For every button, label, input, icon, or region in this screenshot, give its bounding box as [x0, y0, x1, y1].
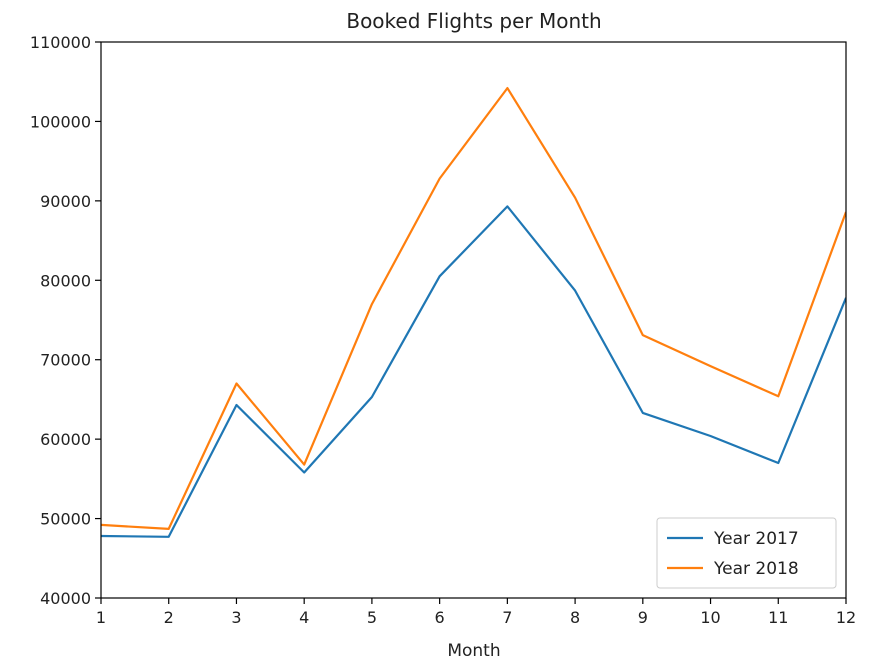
chart-title: Booked Flights per Month — [346, 9, 601, 33]
legend-box — [656, 517, 837, 589]
x-tick-label: 5 — [367, 608, 377, 627]
x-tick-label: 12 — [836, 608, 856, 627]
x-tick-label: 3 — [231, 608, 241, 627]
y-tick-label: 90000 — [40, 192, 91, 211]
y-tick-label: 70000 — [40, 351, 91, 370]
plot-frame — [100, 41, 847, 599]
legend-label-1: Year 2017 — [713, 529, 799, 549]
series-line-2 — [101, 86, 846, 531]
x-axis-title: Month — [447, 641, 500, 661]
series-line-1 — [101, 205, 846, 538]
x-tick-label: 9 — [638, 608, 648, 627]
legend: Year 2017 Year 2018 — [656, 517, 837, 589]
x-tick-label: 4 — [299, 608, 309, 627]
legend-label-2: Year 2018 — [713, 559, 799, 579]
y-tick-label: 80000 — [40, 271, 91, 290]
y-axis: 40000 50000 60000 70000 80000 90000 100000 1100… — [30, 33, 101, 608]
x-tick-label: 10 — [700, 608, 720, 627]
y-tick-label: 60000 — [40, 430, 91, 449]
x-axis: 1 2 3 4 5 6 7 8 9 10 11 12 — [96, 598, 856, 627]
x-tick-label: 7 — [502, 608, 512, 627]
x-tick-label: 8 — [570, 608, 580, 627]
y-tick-label: 100000 — [30, 112, 91, 131]
y-tick-label: 50000 — [40, 510, 91, 529]
x-tick-label: 6 — [435, 608, 445, 627]
x-tick-label: 1 — [96, 608, 106, 627]
plot-area — [100, 41, 847, 599]
y-tick-label: 110000 — [30, 33, 91, 52]
x-tick-label: 2 — [164, 608, 174, 627]
y-tick-label: 40000 — [40, 589, 91, 608]
x-tick-label: 11 — [768, 608, 788, 627]
